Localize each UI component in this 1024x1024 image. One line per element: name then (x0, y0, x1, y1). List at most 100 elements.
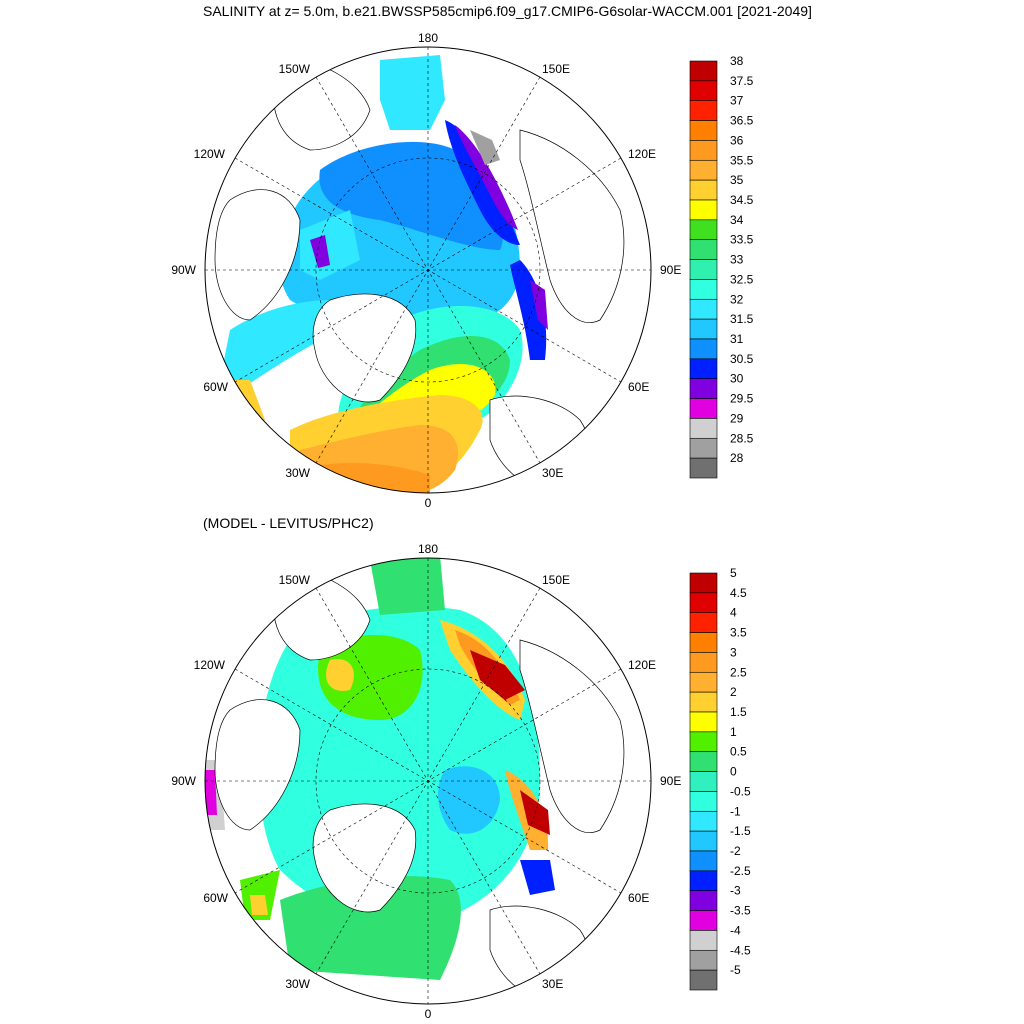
lon-label-0: 0 (425, 1007, 432, 1021)
difference-field (205, 558, 625, 1001)
colorbar-tick-label: 37.5 (730, 74, 754, 88)
colorbar-swatch (689, 612, 718, 633)
lon-label-30e: 30E (542, 977, 563, 991)
siberia-land (519, 639, 625, 833)
colorbar-tick-label: -1 (730, 804, 741, 818)
colorbar-swatch (689, 179, 718, 201)
colorbar-tick-label: 36.5 (730, 114, 754, 128)
colorbar-tick-label: 30 (730, 372, 744, 386)
colorbar-swatch (689, 771, 718, 792)
colorbar-swatch (689, 652, 718, 673)
colorbar-tick-label: -4 (730, 923, 741, 937)
colorbar-swatch (689, 120, 718, 141)
colorbar-swatch (689, 949, 718, 971)
river-mouth-grey (470, 130, 500, 165)
siberian-shelf-red (470, 650, 525, 700)
colorbar-swatch (689, 731, 718, 753)
colorbar-swatch (689, 318, 718, 340)
figure-title: SALINITY at z= 5.0m, b.e21.BWSSP585cmip6… (203, 3, 812, 19)
lon-label-90e: 90E (660, 774, 681, 788)
colorbar-tick-label: -5 (730, 963, 741, 977)
archipelago-fresh (310, 235, 330, 268)
colorbar-tick-label: 5 (730, 566, 737, 580)
colorbar-tick-label: 2.5 (730, 665, 747, 679)
kara-red (520, 790, 550, 835)
colorbar-tick-label: 0 (730, 765, 737, 779)
colorbar-tick-label: 28.5 (730, 431, 754, 445)
salinity-field (214, 55, 625, 493)
colorbar-swatch (689, 239, 718, 260)
colorbar-swatch (689, 199, 718, 221)
colorbar-tick-label: 29 (730, 411, 744, 425)
bering-strait-region (380, 55, 445, 130)
colorbar-swatch (689, 910, 718, 931)
colorbar-swatch (689, 791, 718, 812)
colorbar-swatch (689, 572, 718, 594)
colorbar-tick-label: 3.5 (730, 626, 747, 640)
colorbar-swatch (689, 711, 718, 733)
colorbar-swatch (689, 140, 718, 161)
colorbar-tick-label: 33.5 (730, 233, 754, 247)
colorbar-swatch (689, 830, 718, 852)
lon-label-60e: 60E (628, 380, 649, 394)
colorbar-tick-label: 30.5 (730, 352, 754, 366)
colorbar-tick-label: -3 (730, 884, 741, 898)
graticule (205, 558, 651, 1004)
colorbar-tick-label: -2.5 (730, 864, 751, 878)
colorbar-tick-label: -2 (730, 844, 741, 858)
lon-label-120w: 120W (194, 658, 226, 672)
lon-label-30w: 30W (285, 977, 310, 991)
labrador-yellow (250, 895, 268, 915)
colorbar-tick-label: 4.5 (730, 586, 747, 600)
kara-coast-fresh (510, 260, 547, 360)
greenland-land (312, 803, 417, 913)
colorbar-swatch (689, 930, 718, 951)
colorbar-tick-label: 1 (730, 725, 737, 739)
lon-label-90w: 90W (171, 263, 196, 277)
lon-label-60e: 60E (628, 891, 649, 905)
difference-subtitle: (MODEL - LEVITUS/PHC2) (203, 515, 374, 531)
baffin-bay-region (220, 300, 340, 390)
colorbar-tick-label: 1.5 (730, 705, 747, 719)
lon-label-120w: 120W (194, 147, 226, 161)
colorbar-swatch (689, 100, 718, 121)
colorbar-swatch (689, 850, 718, 872)
colorbar-tick-label: 32 (730, 292, 744, 306)
colorbar-tick-label: -3.5 (730, 904, 751, 918)
lon-label-180: 180 (418, 542, 438, 556)
colorbar-tick-label: 29.5 (730, 392, 754, 406)
lon-label-150w: 150W (279, 62, 311, 76)
colorbar-swatch (689, 159, 718, 181)
colorbar-swatch (689, 671, 718, 693)
colorbar-tick-label: 35.5 (730, 153, 754, 167)
colorbar-swatch (689, 80, 718, 102)
colorbar-swatch (689, 378, 718, 399)
colorbar-tick-label: 31 (730, 332, 744, 346)
beaufort-yellow (326, 659, 354, 691)
colorbar-swatch (689, 60, 718, 82)
colorbar-swatch (689, 259, 718, 280)
lon-label-180: 180 (418, 31, 438, 45)
colorbar-swatch (689, 457, 718, 479)
colorbar-swatch (689, 969, 718, 991)
difference-map: 180 0 90W 90E 150W 120W 60W 30W 150E 120… (171, 542, 681, 1021)
lon-label-30w: 30W (285, 466, 310, 480)
colorbar-tick-label: -4.5 (730, 943, 751, 957)
colorbar-swatch (689, 219, 718, 241)
colorbar-tick-label: 36 (730, 133, 744, 147)
colorbar-tick-label: -0.5 (730, 784, 751, 798)
lon-label-60w: 60W (203, 380, 228, 394)
beaufort-region (319, 141, 503, 250)
colorbar-swatch (689, 592, 718, 614)
colorbar-tick-label: 35 (730, 173, 744, 187)
colorbar-swatch (689, 338, 718, 360)
colorbar-tick-label: 0.5 (730, 745, 747, 759)
canada-land (214, 189, 301, 321)
colorbar-swatch (689, 632, 718, 653)
longitude-labels-bottom: 180 0 90W 90E 150W 120W 60W 30W 150E 120… (171, 542, 681, 1021)
colorbar-swatch (689, 890, 718, 911)
lon-label-0: 0 (425, 496, 432, 510)
lon-label-90w: 90W (171, 774, 196, 788)
